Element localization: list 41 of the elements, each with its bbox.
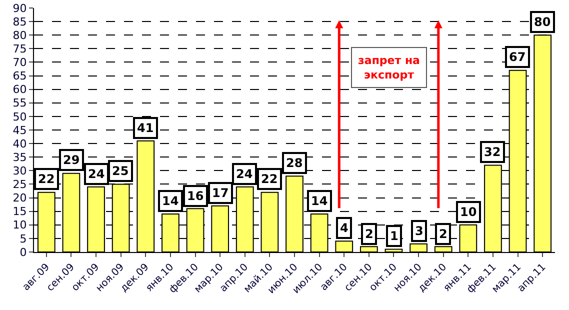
y-tick-label: 70 bbox=[12, 56, 27, 70]
data-label: 24 bbox=[236, 167, 253, 181]
data-label: 67 bbox=[509, 50, 526, 64]
y-tick-label: 85 bbox=[12, 15, 27, 28]
y-tick-label: 35 bbox=[12, 150, 27, 164]
data-label: 10 bbox=[460, 205, 477, 219]
data-label: 22 bbox=[38, 172, 55, 186]
y-tick-label: 65 bbox=[12, 70, 27, 83]
data-label: 28 bbox=[286, 156, 303, 170]
data-label: 41 bbox=[137, 121, 154, 135]
y-tick-label: 20 bbox=[12, 192, 27, 205]
data-label: 25 bbox=[112, 164, 129, 178]
data-label: 17 bbox=[212, 186, 229, 200]
data-label: 2 bbox=[439, 227, 448, 241]
y-tick-label: 25 bbox=[12, 178, 27, 192]
data-label: 1 bbox=[390, 229, 398, 243]
y-tick-label: 15 bbox=[12, 205, 27, 218]
y-tick-label: 10 bbox=[12, 218, 27, 232]
y-tick-label: 55 bbox=[12, 96, 27, 110]
data-label: 4 bbox=[340, 221, 348, 235]
data-label: 14 bbox=[162, 194, 179, 208]
data-label: 22 bbox=[261, 172, 278, 186]
y-tick-label: 5 bbox=[20, 232, 27, 246]
y-tick-label: 45 bbox=[12, 124, 27, 137]
y-tick-label: 40 bbox=[12, 137, 27, 150]
data-label: 80 bbox=[534, 15, 551, 29]
data-label: 29 bbox=[63, 153, 80, 167]
data-label: 3 bbox=[415, 224, 424, 238]
data-label: 16 bbox=[187, 189, 204, 203]
y-tick-label: 50 bbox=[12, 110, 27, 124]
y-tick-label: 80 bbox=[12, 28, 27, 42]
data-label: 32 bbox=[484, 145, 501, 159]
data-label: 24 bbox=[88, 167, 105, 181]
y-tick-label: 75 bbox=[12, 42, 27, 56]
y-tick-label: 60 bbox=[12, 83, 27, 96]
y-tick-label: 90 bbox=[12, 2, 27, 15]
y-tick-label: 0 bbox=[20, 246, 27, 259]
data-label: 2 bbox=[365, 227, 374, 241]
y-tick-label: 30 bbox=[12, 164, 27, 178]
data-label: 14 bbox=[311, 194, 328, 208]
annotation: запрет на экспорт bbox=[358, 54, 420, 82]
